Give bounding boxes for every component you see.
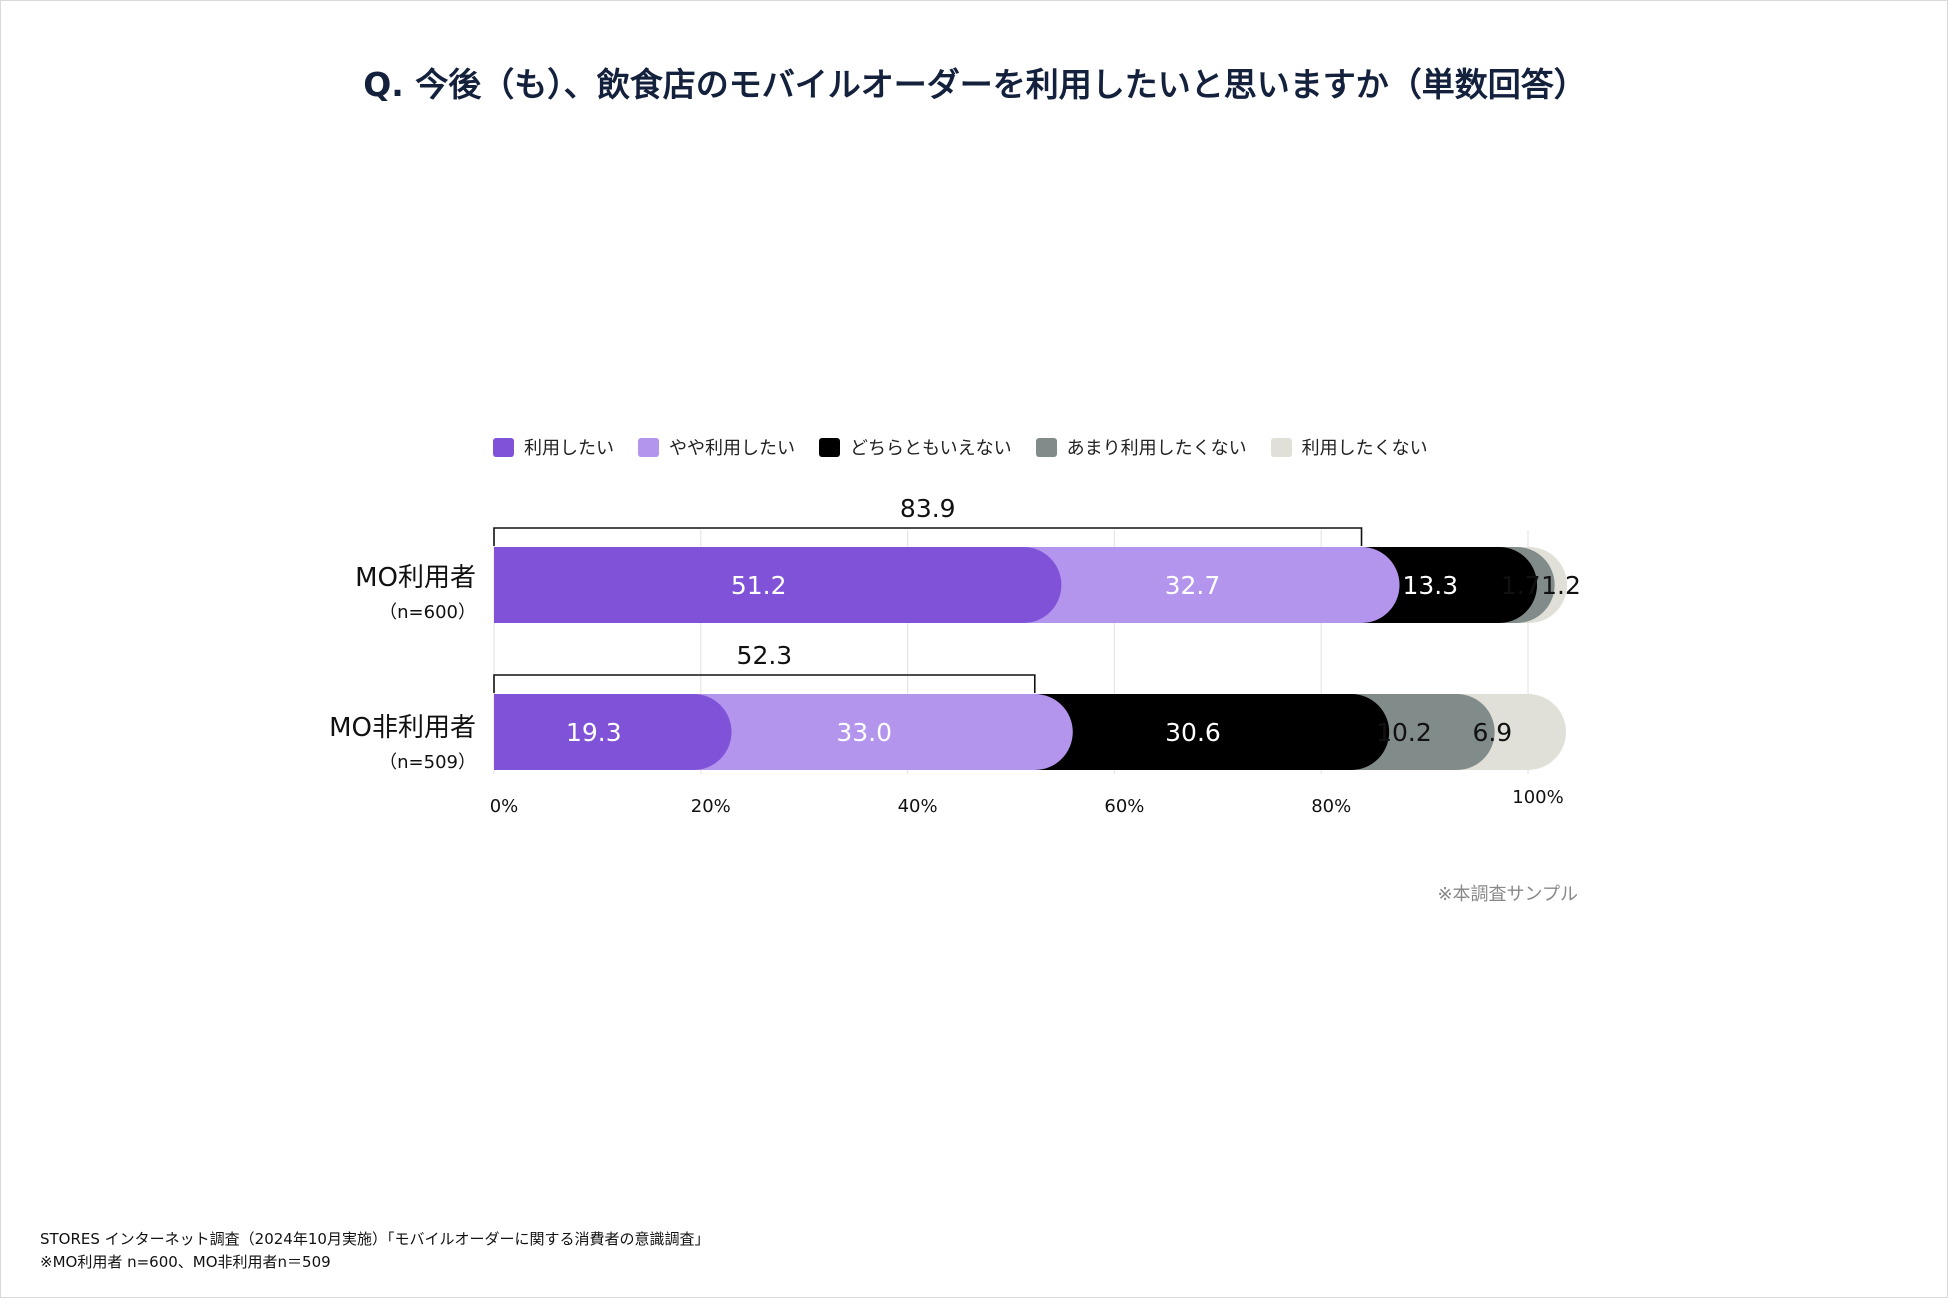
row-label-n: （n=600） (379, 602, 476, 623)
legend-swatch (638, 437, 659, 457)
legend-label: どちらともいえない (850, 438, 1012, 459)
legend-item-somewhat-no: あまり利用したくない (1035, 434, 1247, 460)
x-tick-label: 60% (1104, 796, 1144, 817)
legend-label: あまり利用したくない (1066, 438, 1247, 459)
bar-segment (1351, 694, 1495, 770)
x-tick-label: 0% (490, 796, 519, 817)
legend-label: 利用したくない (1301, 438, 1428, 459)
bar-segment (1034, 694, 1390, 770)
bracket-total-label: 83.9 (900, 494, 956, 523)
legend-swatch (819, 437, 840, 457)
bar-value-label: 32.7 (1165, 571, 1221, 600)
row-label-name: MO利用者 (355, 563, 476, 593)
bar-segment (1023, 547, 1400, 623)
bar-value-label: 30.6 (1165, 718, 1221, 747)
x-tick-label: 40% (898, 796, 938, 817)
row-label-mo-non-users: MO非利用者 （n=509） (176, 707, 476, 774)
bar-value-label: 1.7 (1501, 571, 1541, 600)
bar-value-label: 33.0 (836, 718, 892, 747)
bar-value-label: 10.2 (1376, 718, 1432, 747)
legend-item-somewhat-yes: やや利用したい (638, 434, 795, 460)
bar-segment (494, 694, 732, 770)
row-label-n: （n=509） (379, 752, 476, 773)
footnote-sample-size: ※MO利用者 n=600、MO非利用者n＝509 (40, 1253, 331, 1271)
row-label-name: MO非利用者 (329, 713, 476, 743)
x-tick-label: 80% (1311, 796, 1351, 817)
legend-item-neutral: どちらともいえない (819, 434, 1012, 460)
bracket-line (493, 674, 1036, 693)
legend: 利用したい やや利用したい どちらともいえない あまり利用したくない 利用したく… (493, 432, 1428, 462)
bar-segment (693, 694, 1073, 770)
legend-swatch (1270, 437, 1292, 457)
bar-value-label: 1.2 (1541, 571, 1581, 600)
bar-value-label: 6.9 (1472, 718, 1512, 747)
legend-label: やや利用したい (669, 438, 795, 459)
legend-item-no: 利用したくない (1270, 434, 1428, 460)
x-tick-label: 100% (1512, 787, 1563, 808)
legend-label: 利用したい (524, 438, 614, 459)
bar-segment (1361, 547, 1538, 623)
legend-swatch (1035, 437, 1057, 457)
bracket-line (493, 527, 1363, 546)
legend-item-yes: 利用したい (493, 434, 614, 460)
bar-value-label: 13.3 (1402, 571, 1458, 600)
legend-swatch (493, 437, 514, 457)
row-label-mo-users: MO利用者 （n=600） (176, 557, 476, 624)
sample-note: ※本調査サンプル (1437, 884, 1578, 905)
bar-segment (494, 547, 1062, 623)
chart-title: Q. 今後（も）、飲食店のモバイルオーダーを利用したいと思いますか（単数回答） (363, 65, 1587, 104)
bar-value-label: 19.3 (566, 718, 622, 747)
x-tick-label: 20% (691, 796, 731, 817)
bar-value-label: 51.2 (731, 571, 787, 600)
bracket-total-label: 52.3 (737, 641, 793, 670)
footnote-source: STORES インターネット調査（2024年10月実施）「モバイルオーダーに関す… (40, 1230, 710, 1248)
